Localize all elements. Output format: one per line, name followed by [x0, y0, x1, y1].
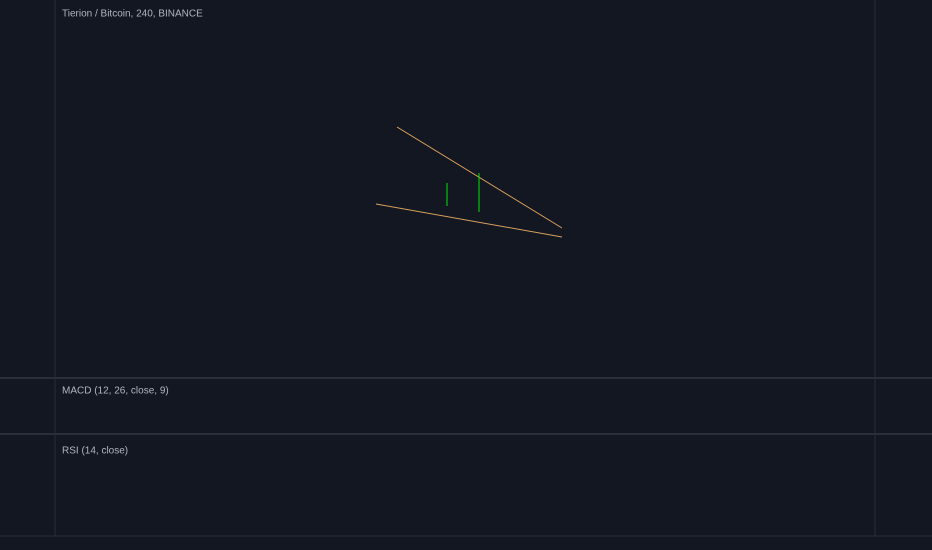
macd-title: MACD (12, 26, close, 9) — [62, 386, 169, 397]
wedge-lower-line — [375, 203, 563, 238]
chart-title: Tierion / Bitcoin, 240, BINANCE — [62, 9, 203, 20]
rsi-title: RSI (14, close) — [62, 446, 128, 457]
